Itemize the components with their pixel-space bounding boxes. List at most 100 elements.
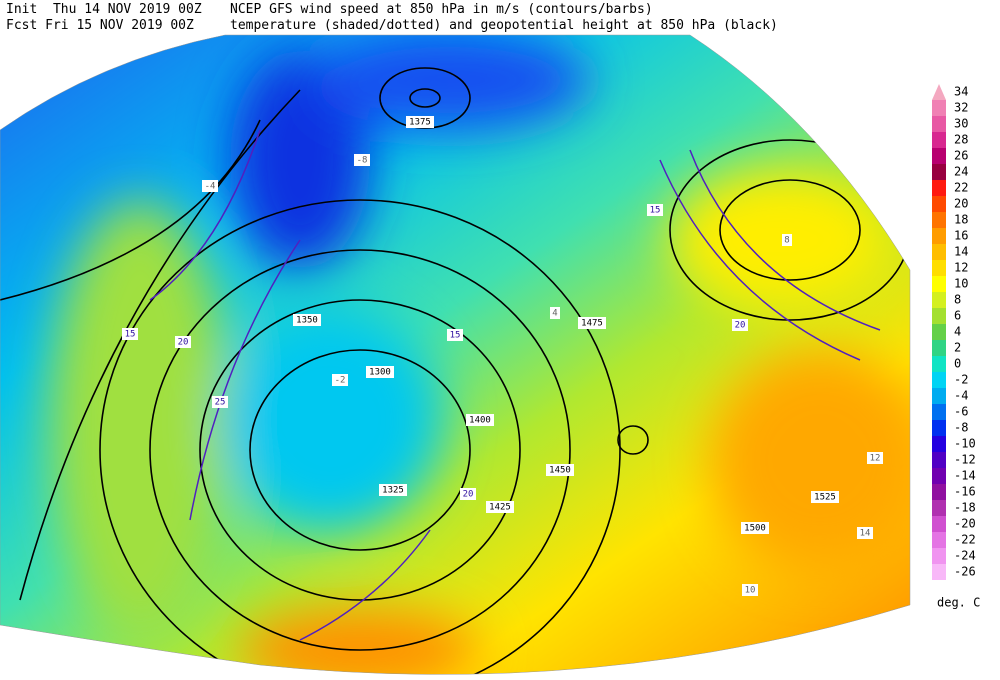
height-label: 1300	[369, 368, 391, 378]
colorbar-swatch	[932, 388, 946, 404]
colorbar-swatch	[932, 132, 946, 148]
label-box	[741, 522, 769, 534]
label-box	[332, 374, 348, 386]
label-box	[460, 488, 476, 500]
wind-label: 25	[215, 398, 226, 408]
colorbar-label: -26	[954, 565, 976, 579]
colorbar-swatch	[932, 468, 946, 484]
colorbar-swatch	[932, 164, 946, 180]
label-box	[867, 452, 883, 464]
label-box	[732, 319, 748, 331]
colorbar-label: 16	[954, 229, 968, 243]
label-box	[447, 329, 463, 341]
label-box	[811, 491, 839, 503]
colorbar-swatch	[932, 196, 946, 212]
colorbar-label: -20	[954, 517, 976, 531]
colorbar-swatch	[932, 260, 946, 276]
colorbar-label: -12	[954, 453, 976, 467]
init-time: Init Thu 14 NOV 2019 00Z	[6, 2, 202, 17]
colorbar-label: 8	[954, 293, 961, 307]
wind-label: 20	[735, 321, 746, 331]
colorbar-label: 26	[954, 149, 968, 163]
colorbar-label: -2	[954, 373, 968, 387]
height-label: 1475	[581, 319, 603, 329]
label-box	[857, 527, 873, 539]
label-box	[647, 204, 663, 216]
wind-label: 15	[125, 330, 136, 340]
colorbar-label: 20	[954, 197, 968, 211]
colorbar-swatch	[932, 500, 946, 516]
forecast-time: Fcst Fri 15 NOV 2019 00Z	[6, 18, 194, 33]
colorbar-swatch	[932, 420, 946, 436]
colorbar-label: 12	[954, 261, 968, 275]
title-line: NCEP GFS wind speed at 850 hPa in m/s (c…	[230, 2, 653, 17]
colorbar-swatch	[932, 340, 946, 356]
colorbar-swatch	[932, 212, 946, 228]
colorbar-label: -18	[954, 501, 976, 515]
height-label: 1325	[382, 486, 404, 496]
colorbar-swatch	[932, 404, 946, 420]
colorbar-label: -24	[954, 549, 976, 563]
temperature-label: -8	[357, 156, 368, 166]
colorbar-swatch	[932, 308, 946, 324]
colorbar-swatch	[932, 324, 946, 340]
wind-label: 15	[650, 206, 661, 216]
temperature-label: 10	[745, 586, 756, 596]
height-label: 1400	[469, 416, 491, 426]
colorbar-label: -16	[954, 485, 976, 499]
wind-label: 20	[178, 338, 189, 348]
colorbar: 3432302826242220181614121086420-2-4-6-8-…	[932, 84, 980, 610]
wind-label: 15	[450, 331, 461, 341]
colorbar-label: 0	[954, 357, 961, 371]
wind-label: 20	[463, 490, 474, 500]
colorbar-label: -14	[954, 469, 976, 483]
colorbar-swatch	[932, 532, 946, 548]
colorbar-label: -6	[954, 405, 968, 419]
colorbar-swatch	[932, 484, 946, 500]
temperature-label: -2	[335, 376, 346, 386]
colorbar-swatch	[932, 148, 946, 164]
colorbar-label: -8	[954, 421, 968, 435]
colorbar-swatch	[932, 244, 946, 260]
colorbar-swatch	[932, 116, 946, 132]
label-box	[578, 317, 606, 329]
colorbar-swatch	[932, 228, 946, 244]
colorbar-label: -22	[954, 533, 976, 547]
colorbar-swatch	[932, 452, 946, 468]
label-box	[354, 154, 370, 166]
colorbar-label: 30	[954, 117, 968, 131]
colorbar-label: 10	[954, 277, 968, 291]
colorbar-label: -10	[954, 437, 976, 451]
label-box	[466, 414, 494, 426]
colorbar-label: 28	[954, 133, 968, 147]
colorbar-swatch	[932, 292, 946, 308]
colorbar-swatch	[932, 548, 946, 564]
height-label: 1425	[489, 503, 511, 513]
label-box	[212, 396, 228, 408]
temperature-label: 8	[784, 236, 789, 246]
temperature-label: -4	[205, 182, 216, 192]
colorbar-swatch	[932, 180, 946, 196]
colorbar-label: 22	[954, 181, 968, 195]
colorbar-label: 2	[954, 341, 961, 355]
title-line: temperature (shaded/dotted) and geopoten…	[230, 18, 778, 33]
colorbar-swatch	[932, 516, 946, 532]
label-box	[742, 584, 758, 596]
colorbar-label: 24	[954, 165, 968, 179]
colorbar-unit: deg. C	[937, 596, 980, 610]
height-label: 1375	[409, 118, 431, 128]
label-box	[202, 180, 218, 192]
colorbar-label: 34	[954, 85, 968, 99]
colorbar-swatch	[932, 356, 946, 372]
label-box	[366, 366, 394, 378]
label-box	[782, 234, 792, 246]
temperature-label: 14	[860, 529, 871, 539]
label-box	[550, 307, 560, 319]
label-box	[122, 328, 138, 340]
height-label: 1350	[296, 316, 318, 326]
temperature-label: 4	[552, 309, 557, 319]
colorbar-label: 14	[954, 245, 968, 259]
